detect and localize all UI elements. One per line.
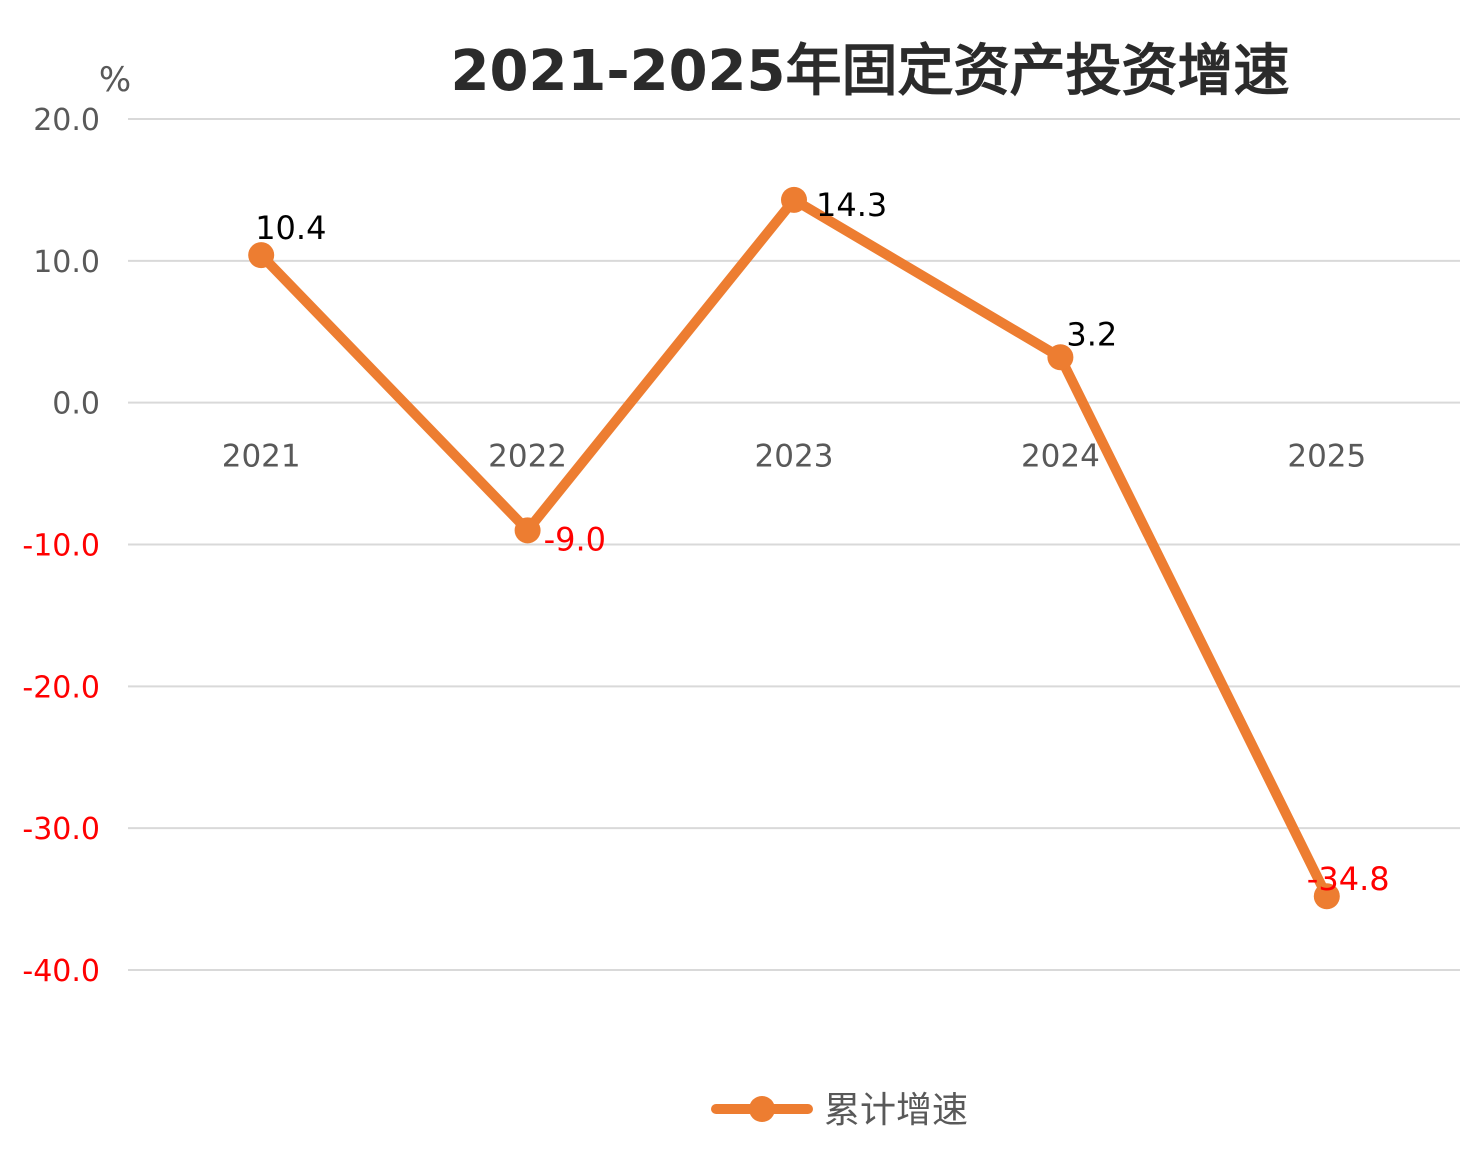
data-labels: 10.4 -9.0 14.3 3.2 -34.8 xyxy=(255,186,1389,898)
legend-swatch-marker xyxy=(749,1096,775,1122)
x-axis-ticks: 2021 2022 2023 2024 2025 xyxy=(222,439,1367,475)
legend-entry-label: 累计增速 xyxy=(824,1090,968,1131)
legend[interactable]: 累计增速 xyxy=(711,1090,968,1131)
data-label: 10.4 xyxy=(255,209,326,247)
data-label: 3.2 xyxy=(1066,315,1117,353)
gridlines xyxy=(128,118,1460,971)
x-tick-label: 2024 xyxy=(1021,439,1100,475)
data-point[interactable] xyxy=(514,517,541,544)
y-tick-label: -30.0 xyxy=(22,812,100,847)
x-tick-label: 2022 xyxy=(488,439,567,475)
y-axis-ticks: 20.0 10.0 0.0 -10.0 -20.0 -30.0 -40.0 xyxy=(22,103,100,989)
data-point[interactable] xyxy=(248,242,275,269)
x-tick-label: 2025 xyxy=(1287,439,1366,475)
x-tick-label: 2023 xyxy=(755,439,834,475)
y-tick-label: -10.0 xyxy=(22,529,100,564)
series-lines xyxy=(256,194,1332,902)
data-label: -9.0 xyxy=(544,520,606,558)
y-tick-label: 20.0 xyxy=(33,103,100,138)
data-points xyxy=(248,186,1340,910)
data-point[interactable] xyxy=(781,186,807,213)
x-tick-label: 2021 xyxy=(222,439,301,475)
y-tick-label: 0.0 xyxy=(52,387,100,422)
data-point[interactable] xyxy=(1313,883,1340,910)
series-line xyxy=(256,194,1332,902)
y-tick-label: -40.0 xyxy=(22,954,100,989)
data-label: 14.3 xyxy=(816,186,887,224)
y-tick-label: 10.0 xyxy=(33,245,100,280)
data-point[interactable] xyxy=(1047,344,1074,371)
data-label: -34.8 xyxy=(1307,860,1390,898)
chart-title: 2021-2025年固定资产投资增速 xyxy=(451,39,1290,104)
y-axis-unit: % xyxy=(99,60,131,100)
y-tick-label: -20.0 xyxy=(22,670,100,705)
